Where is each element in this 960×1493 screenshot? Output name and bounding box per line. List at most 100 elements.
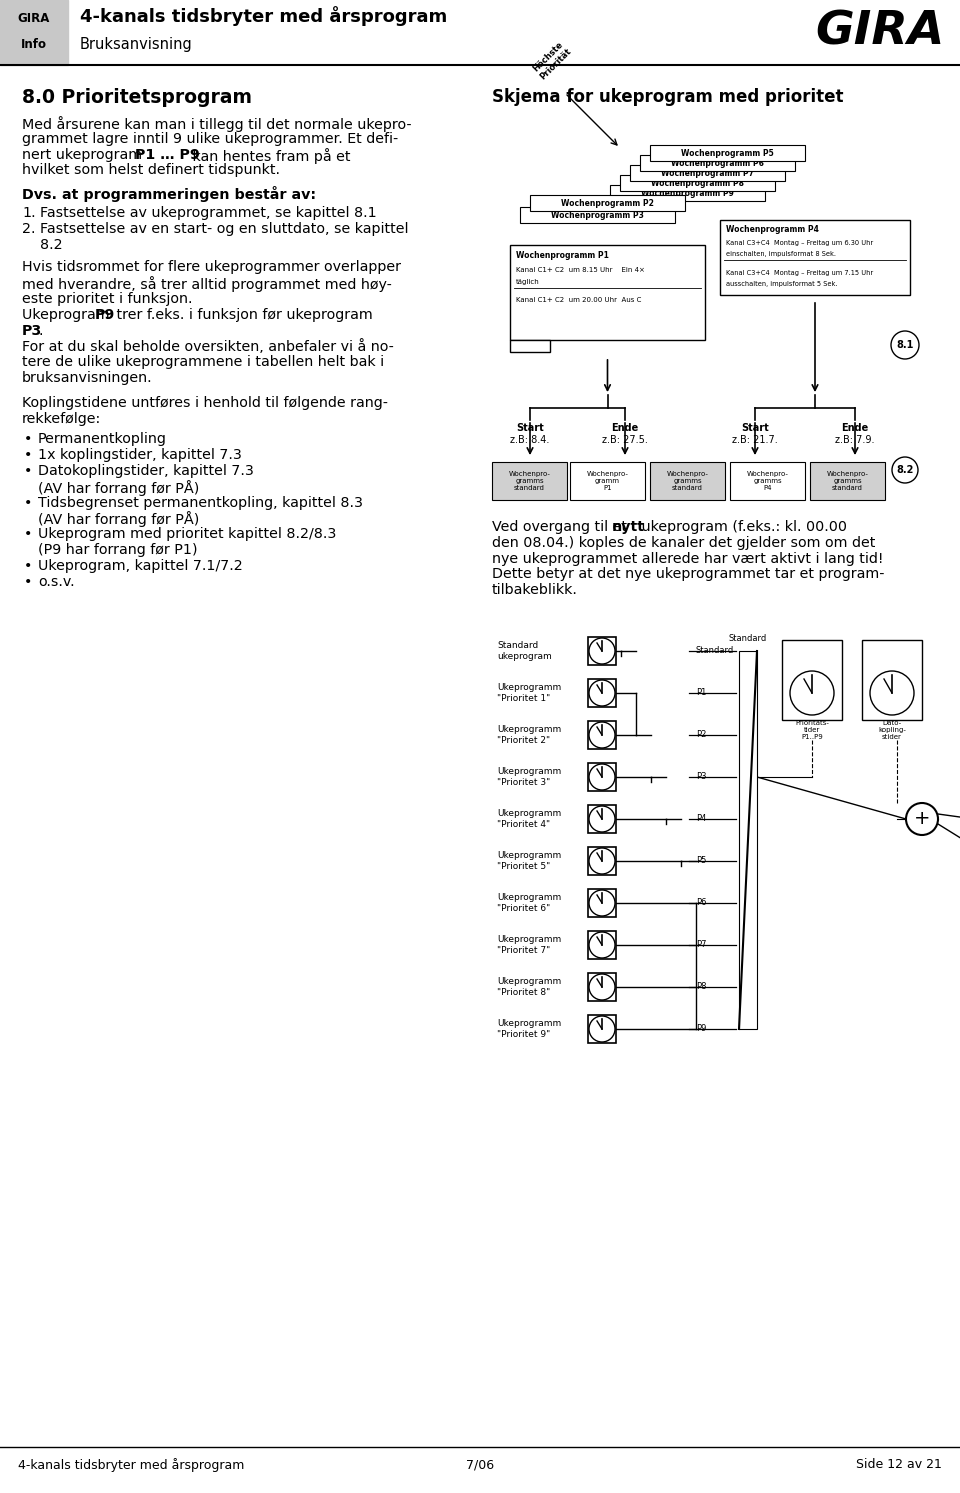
Text: Start: Start xyxy=(741,423,769,433)
Text: hvilket som helst definert tidspunkt.: hvilket som helst definert tidspunkt. xyxy=(22,163,280,178)
Bar xyxy=(492,461,567,500)
Bar xyxy=(588,1015,616,1044)
Text: P4: P4 xyxy=(696,815,707,824)
Text: •: • xyxy=(24,448,33,463)
Text: 8.2: 8.2 xyxy=(897,464,914,475)
Text: Med årsurene kan man i tillegg til det normale ukepro-: Med årsurene kan man i tillegg til det n… xyxy=(22,116,412,131)
Circle shape xyxy=(589,890,615,917)
Bar xyxy=(810,461,885,500)
Text: Ukeprogramm
"Prioritet 2": Ukeprogramm "Prioritet 2" xyxy=(497,726,562,745)
Bar xyxy=(640,155,795,172)
Bar xyxy=(530,196,685,211)
Text: Kanal C1+ C2  um 8.15 Uhr    Ein 4×: Kanal C1+ C2 um 8.15 Uhr Ein 4× xyxy=(516,267,645,273)
Text: Ukeprogramm
"Prioritet 3": Ukeprogramm "Prioritet 3" xyxy=(497,767,562,787)
Bar xyxy=(739,651,757,1029)
Text: P8: P8 xyxy=(696,982,707,991)
Bar xyxy=(588,638,616,664)
Text: kan hentes fram på et: kan hentes fram på et xyxy=(188,148,350,164)
Text: Skjema for ukeprogram med prioritet: Skjema for ukeprogram med prioritet xyxy=(492,88,844,106)
Bar xyxy=(570,461,645,500)
Text: Kanal C1+ C2  um 20.00 Uhr  Aus C: Kanal C1+ C2 um 20.00 Uhr Aus C xyxy=(516,297,641,303)
Text: •: • xyxy=(24,575,33,588)
Text: Ukeprogram, kapittel 7.1/7.2: Ukeprogram, kapittel 7.1/7.2 xyxy=(38,558,243,573)
Bar xyxy=(610,185,765,202)
Bar xyxy=(862,640,922,720)
Text: 1x koplingstider, kapittel 7.3: 1x koplingstider, kapittel 7.3 xyxy=(38,448,242,463)
Text: Wochenprogramm P7: Wochenprogramm P7 xyxy=(661,169,754,178)
Text: Ved overgang til et: Ved overgang til et xyxy=(492,520,632,534)
Bar xyxy=(620,175,775,191)
Text: Ende: Ende xyxy=(612,423,638,433)
Bar xyxy=(650,461,725,500)
Bar xyxy=(720,219,910,296)
Circle shape xyxy=(892,457,918,484)
Text: Dvs. at programmeringen består av:: Dvs. at programmeringen består av: xyxy=(22,187,316,202)
Circle shape xyxy=(870,670,914,715)
Text: P1: P1 xyxy=(696,688,707,697)
Text: 8.2: 8.2 xyxy=(40,237,62,252)
Bar xyxy=(588,847,616,875)
Circle shape xyxy=(589,638,615,664)
Text: Ukeprogramm
"Prioritet 5": Ukeprogramm "Prioritet 5" xyxy=(497,851,562,870)
Text: Wochenprogramm P4: Wochenprogramm P4 xyxy=(726,225,819,234)
Bar xyxy=(588,805,616,833)
Text: +: + xyxy=(914,809,930,829)
Text: Ukeprogramm
"Prioritet 8": Ukeprogramm "Prioritet 8" xyxy=(497,978,562,997)
Bar xyxy=(588,721,616,749)
Bar xyxy=(630,166,785,181)
Text: (AV har forrang før PÅ): (AV har forrang før PÅ) xyxy=(38,512,200,527)
Text: Höchste
Priorität: Höchste Priorität xyxy=(531,39,573,81)
Text: rekkefølge:: rekkefølge: xyxy=(22,412,101,426)
Bar xyxy=(588,888,616,917)
Bar xyxy=(520,208,675,222)
Text: Koplingstidene untføres i henhold til følgende rang-: Koplingstidene untføres i henhold til fø… xyxy=(22,396,388,409)
Circle shape xyxy=(589,973,615,1000)
Text: Standard: Standard xyxy=(729,635,767,643)
Text: 7/06: 7/06 xyxy=(466,1459,494,1472)
Text: (AV har forrang før PÅ): (AV har forrang før PÅ) xyxy=(38,479,200,496)
Bar xyxy=(510,245,705,340)
Text: Start: Start xyxy=(516,423,544,433)
Text: P2: P2 xyxy=(696,730,707,739)
Text: Ende: Ende xyxy=(841,423,869,433)
Circle shape xyxy=(589,723,615,748)
Text: P9: P9 xyxy=(95,308,115,322)
Text: nytt: nytt xyxy=(612,520,645,534)
Text: Wochenpro-
gramms
P4: Wochenpro- gramms P4 xyxy=(747,470,788,491)
Bar xyxy=(588,973,616,1000)
Circle shape xyxy=(589,764,615,790)
Text: P3: P3 xyxy=(22,324,42,337)
Text: GIRA: GIRA xyxy=(18,12,50,24)
Text: den 08.04.) koples de kanaler det gjelder som om det: den 08.04.) koples de kanaler det gjelde… xyxy=(492,536,876,549)
Text: •: • xyxy=(24,464,33,478)
Text: P5: P5 xyxy=(696,857,707,866)
Text: Side 12 av 21: Side 12 av 21 xyxy=(856,1459,942,1472)
Text: Wochenprogramm P1: Wochenprogramm P1 xyxy=(516,251,609,260)
Text: 4-kanals tidsbryter med årsprogram: 4-kanals tidsbryter med årsprogram xyxy=(80,6,447,25)
Bar xyxy=(510,340,550,352)
Text: ausschalten, impulsformat 5 Sek.: ausschalten, impulsformat 5 Sek. xyxy=(726,281,837,287)
Text: P7: P7 xyxy=(696,941,707,950)
Text: einschalten, impulsformat 8 Sek.: einschalten, impulsformat 8 Sek. xyxy=(726,251,836,257)
Text: Standard: Standard xyxy=(696,646,734,655)
Circle shape xyxy=(589,932,615,959)
Text: •: • xyxy=(24,527,33,540)
Text: GIRA: GIRA xyxy=(816,9,945,55)
Text: täglich: täglich xyxy=(516,279,540,285)
Text: Bruksanvisning: Bruksanvisning xyxy=(80,36,193,51)
Text: Fastsettelse av en start- og en sluttdato, se kapittel: Fastsettelse av en start- og en sluttdat… xyxy=(40,222,409,236)
Text: bruksanvisningen.: bruksanvisningen. xyxy=(22,370,153,385)
Text: Tidsbegrenset permanentkopling, kapittel 8.3: Tidsbegrenset permanentkopling, kapittel… xyxy=(38,496,363,509)
Text: tere de ulike ukeprogrammene i tabellen helt bak i: tere de ulike ukeprogrammene i tabellen … xyxy=(22,355,384,369)
Text: 2.: 2. xyxy=(22,222,36,236)
Text: Wochenpro-
gramm
P1: Wochenpro- gramm P1 xyxy=(587,470,629,491)
Text: P9: P9 xyxy=(696,1024,707,1033)
Text: .: . xyxy=(39,324,43,337)
Text: Ukeprogram: Ukeprogram xyxy=(22,308,114,322)
Text: ukeprogram (f.eks.: kl. 00.00: ukeprogram (f.eks.: kl. 00.00 xyxy=(637,520,847,534)
Text: Datokoplingstider, kapittel 7.3: Datokoplingstider, kapittel 7.3 xyxy=(38,464,253,478)
Bar xyxy=(782,640,842,720)
Text: Wochenpro-
gramms
standard: Wochenpro- gramms standard xyxy=(827,470,869,491)
Circle shape xyxy=(891,331,919,358)
Circle shape xyxy=(589,806,615,832)
